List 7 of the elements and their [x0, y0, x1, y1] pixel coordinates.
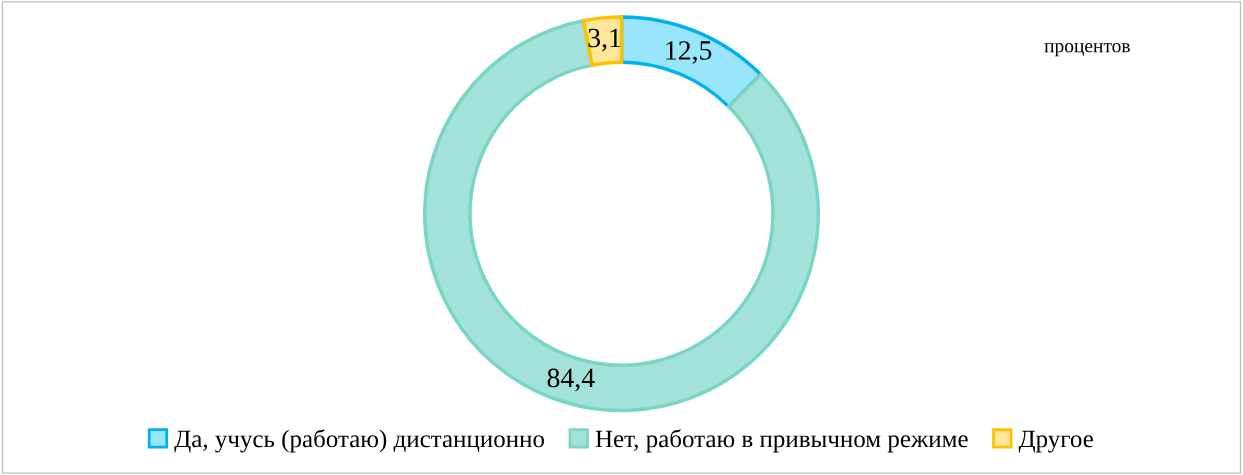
data-label: 12,5: [666, 41, 712, 64]
data-label: 84,4: [547, 368, 595, 392]
legend-label: Другое: [1018, 430, 1093, 453]
legend-label: Да, учусь (работаю) дистанционно: [174, 429, 545, 453]
text: процентов: [1044, 43, 1130, 57]
data-label: 3,1: [588, 28, 621, 52]
legend-label: Нет, работаю в привычном режиме: [595, 429, 968, 453]
